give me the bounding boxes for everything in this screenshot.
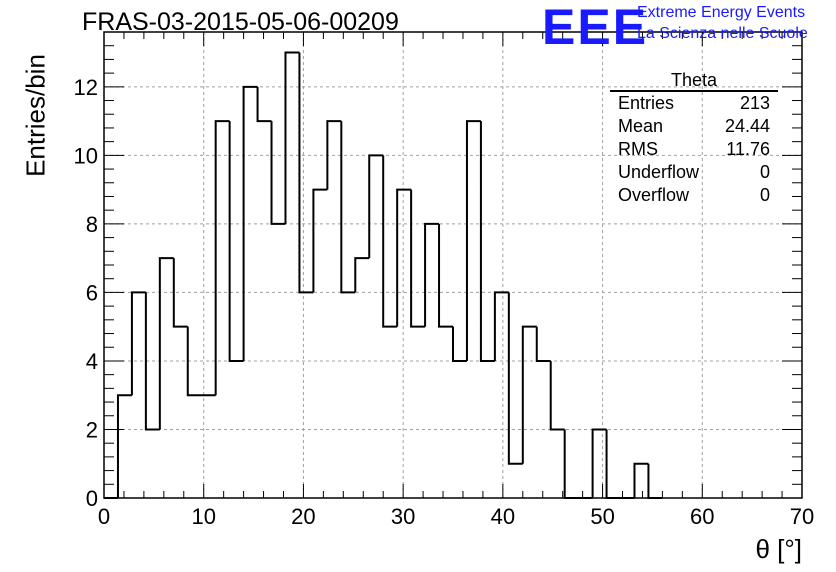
histogram-bin <box>495 292 509 498</box>
histogram-bin <box>160 258 174 498</box>
histogram-bin <box>439 327 453 498</box>
axes: 0 10 20 30 40 50 60 70 0 2 4 6 8 10 12 <box>74 31 814 529</box>
y-tick-label: 10 <box>74 143 98 168</box>
logo-text-line2: La Scienza nelle Scuole <box>637 25 808 42</box>
chart-title: FRAS-03-2015-05-06-00209 <box>82 8 399 36</box>
x-tick-label: 60 <box>690 504 714 529</box>
plot-frame <box>103 31 803 499</box>
eee-logo: EEE <box>542 0 649 55</box>
stat-value: 0 <box>759 185 770 205</box>
histogram-bin <box>174 327 188 498</box>
histogram-bin <box>327 121 341 498</box>
x-tick-label: 50 <box>590 504 614 529</box>
stat-value: 11.76 <box>726 139 770 159</box>
histogram-bin <box>118 395 132 498</box>
stat-key: Mean <box>618 116 664 136</box>
stat-key: RMS <box>618 139 658 159</box>
x-tick-label: 40 <box>491 504 515 529</box>
x-tick-label: 20 <box>291 504 315 529</box>
histogram-bin <box>146 429 160 498</box>
histogram-bin <box>188 395 202 498</box>
y-tick-label: 4 <box>86 349 98 374</box>
histogram-bin <box>411 327 425 498</box>
stat-value: 0 <box>759 162 770 182</box>
x-tick-label: 10 <box>191 504 215 529</box>
x-tick-label: 30 <box>391 504 415 529</box>
histogram-bin <box>509 464 523 498</box>
stat-key: Underflow <box>618 162 700 182</box>
logo-text-line1: Extreme Energy Events <box>637 4 806 21</box>
histogram-bin <box>313 190 327 498</box>
stat-value: 24.44 <box>724 116 770 136</box>
x-tick-label: 70 <box>790 504 814 529</box>
y-tick-label: 0 <box>86 486 98 511</box>
histogram-bin <box>634 464 648 498</box>
y-tick-label: 6 <box>86 280 98 305</box>
histogram-bin <box>523 327 537 498</box>
x-axis-label: θ [°] <box>755 534 802 564</box>
stat-key: Overflow <box>618 185 690 205</box>
stats-title: Theta <box>670 70 718 90</box>
y-tick-label: 2 <box>86 417 98 442</box>
histogram-bin <box>216 121 230 498</box>
x-tick-label: 0 <box>98 504 110 529</box>
histogram-bin <box>355 258 369 498</box>
stats-divider <box>610 90 778 92</box>
y-tick-label: 8 <box>86 212 98 237</box>
histogram-bin <box>258 121 272 498</box>
histogram-outline <box>104 51 663 499</box>
y-axis-label: Entries/bin <box>20 54 51 177</box>
grid <box>104 32 802 498</box>
histogram-bin <box>132 292 146 498</box>
histogram-bin <box>593 429 607 498</box>
histogram-bin <box>467 121 481 498</box>
stat-value: 213 <box>739 93 770 113</box>
histogram-bin <box>341 292 355 498</box>
histogram-bin <box>383 327 397 498</box>
y-tick-label: 12 <box>74 75 98 100</box>
histogram-bin <box>551 429 565 498</box>
stat-key: Entries <box>618 93 675 113</box>
histogram-bin <box>285 53 299 498</box>
histogram-bin <box>299 292 313 498</box>
histogram-bin <box>397 190 411 498</box>
histogram-bin <box>369 155 383 498</box>
histogram <box>104 51 663 499</box>
